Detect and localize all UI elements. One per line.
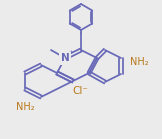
Text: Cl⁻: Cl⁻ bbox=[72, 86, 88, 96]
Text: N: N bbox=[61, 53, 69, 63]
Text: ⁺: ⁺ bbox=[69, 49, 73, 58]
Text: NH₂: NH₂ bbox=[16, 102, 34, 112]
Text: NH₂: NH₂ bbox=[130, 57, 149, 67]
